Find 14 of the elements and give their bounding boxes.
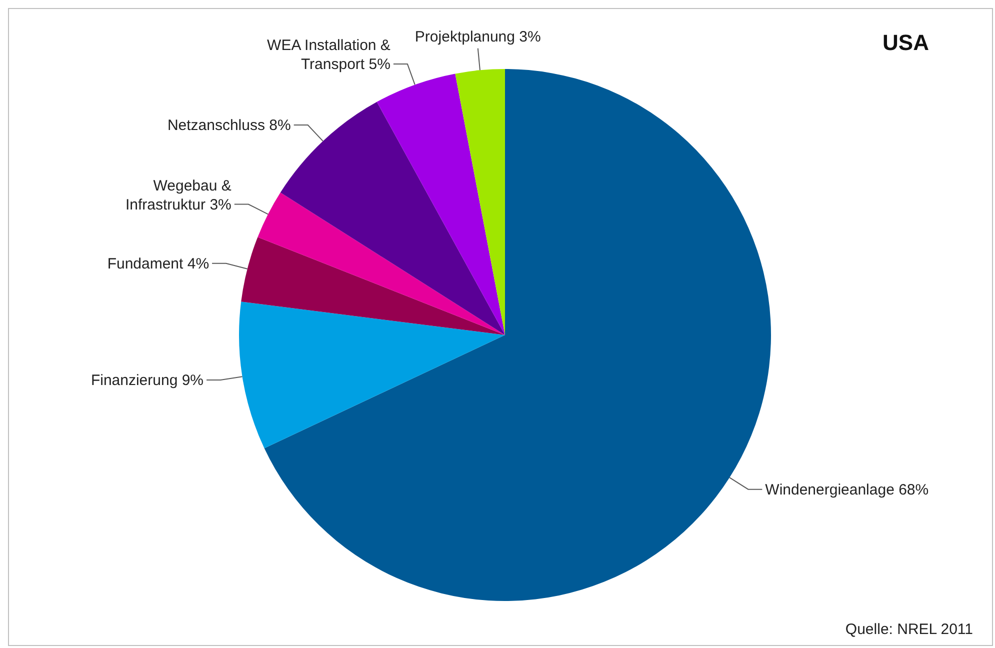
slice-label: WEA Installation & Transport 5% <box>267 36 390 73</box>
pie-slice <box>376 74 505 335</box>
pie-slice <box>455 69 505 335</box>
pie-slice <box>241 237 505 335</box>
slice-label: Finanzierung 9% <box>90 372 204 389</box>
slice-label: Windenergieanlage 68% <box>765 480 929 498</box>
pie-slice <box>258 192 505 335</box>
source-note: Quelle: NREL 2011 <box>845 621 973 638</box>
slice-label: Wegebau & Infrastruktur 3% <box>126 176 232 213</box>
slice-label: Fundament 4% <box>107 254 210 272</box>
slice-label: Projektplanung 3% <box>414 28 541 45</box>
slice-label: Netzanschluss 8% <box>167 116 291 134</box>
chart-title: USA <box>882 30 929 56</box>
pie-slice <box>239 302 505 448</box>
